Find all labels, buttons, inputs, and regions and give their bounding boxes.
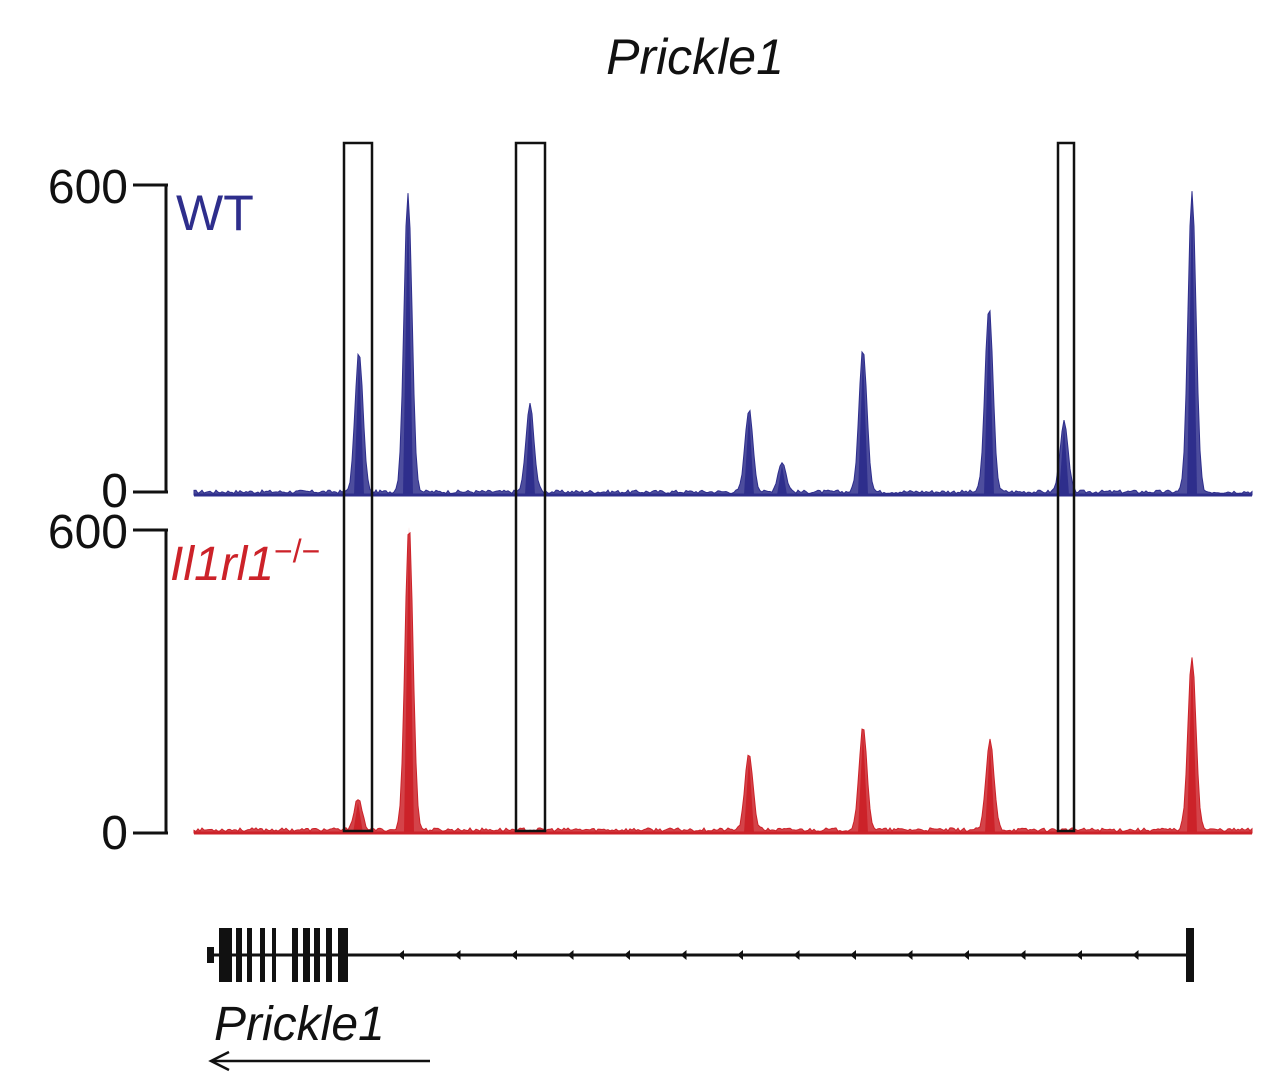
ko-peak-6 [1187,659,1197,833]
ko-y-tick-max: 600 [48,506,128,559]
wt-y-tick-min: 0 [101,465,128,518]
ko-peak-5 [985,743,995,833]
ko-peak-2 [404,527,414,833]
gene-tss-exon [1186,928,1194,982]
gene-exon-7 [292,928,298,982]
highlight-box-2 [514,141,547,833]
wt-peak-4 [744,412,754,495]
intron-chevron-9 [850,950,856,960]
wt-peak-6 [858,352,868,495]
gene-exon-4 [247,928,252,982]
gene-exon-9 [314,928,320,982]
wt-signal [193,191,1253,497]
wt-y-tick-max: 600 [48,161,128,214]
gene-exon-1 [207,947,214,963]
wt-peak-9 [1187,195,1197,495]
gene-name-label: Prickle1 [214,998,385,1051]
ko-y-axis: 600 0 [48,506,168,860]
wt-peak-3 [525,407,535,495]
strand-arrow [208,1050,430,1072]
gene-model [207,928,1194,982]
intron-chevron-10 [906,950,913,960]
wt-signal-area [193,191,1253,496]
ko-signal [193,527,1253,835]
ko-track-label: Il1rl1−/− [170,533,320,591]
wt-track-label: WT [176,185,254,241]
intron-chevron-13 [1076,950,1082,960]
intron-chevron-8 [793,950,800,960]
ko-peak-3 [744,756,754,833]
chart-title: Prickle1 [606,29,784,85]
intron-chevron-1 [398,950,404,960]
highlight-regions [342,141,1076,833]
ko-y-tick-min: 0 [101,807,128,860]
wt-peak-2 [403,195,413,495]
intron-chevron-11 [963,950,969,960]
wt-peak-8 [1059,425,1069,495]
intron-chevron-2 [454,950,461,960]
highlight-box-3 [1056,141,1076,833]
intron-chevron-5 [624,950,630,960]
gene-exon-11 [338,928,348,982]
ko-genotype-base: Il1rl1 [170,538,274,591]
wt-peak-7 [984,310,994,495]
wt-peak-5 [777,465,787,495]
ko-signal-area [193,531,1253,834]
ko-track: 600 0 Il1rl1−/− [48,506,1253,860]
gene-exon-6 [272,928,276,982]
gene-exon-2 [219,928,232,982]
gene-exon-10 [326,928,332,982]
intron-chevron-4 [567,950,574,960]
gene-exon-5 [260,928,265,982]
wt-y-axis: 600 0 [48,161,168,518]
intron-chevron-7 [737,950,743,960]
gene-exon-3 [236,928,242,982]
gene-exon-8 [303,928,310,982]
intron-chevron-12 [1019,950,1026,960]
ko-peak-1 [353,802,363,833]
intron-chevron-6 [680,950,687,960]
intron-chevron-14 [1132,950,1139,960]
intron-chevron-3 [511,950,517,960]
wt-track: 600 0 WT [48,161,1253,518]
ko-peak-4 [858,731,868,833]
wt-peak-1 [354,355,364,495]
highlight-box-1 [342,141,374,833]
ko-genotype-superscript: −/− [274,533,320,569]
